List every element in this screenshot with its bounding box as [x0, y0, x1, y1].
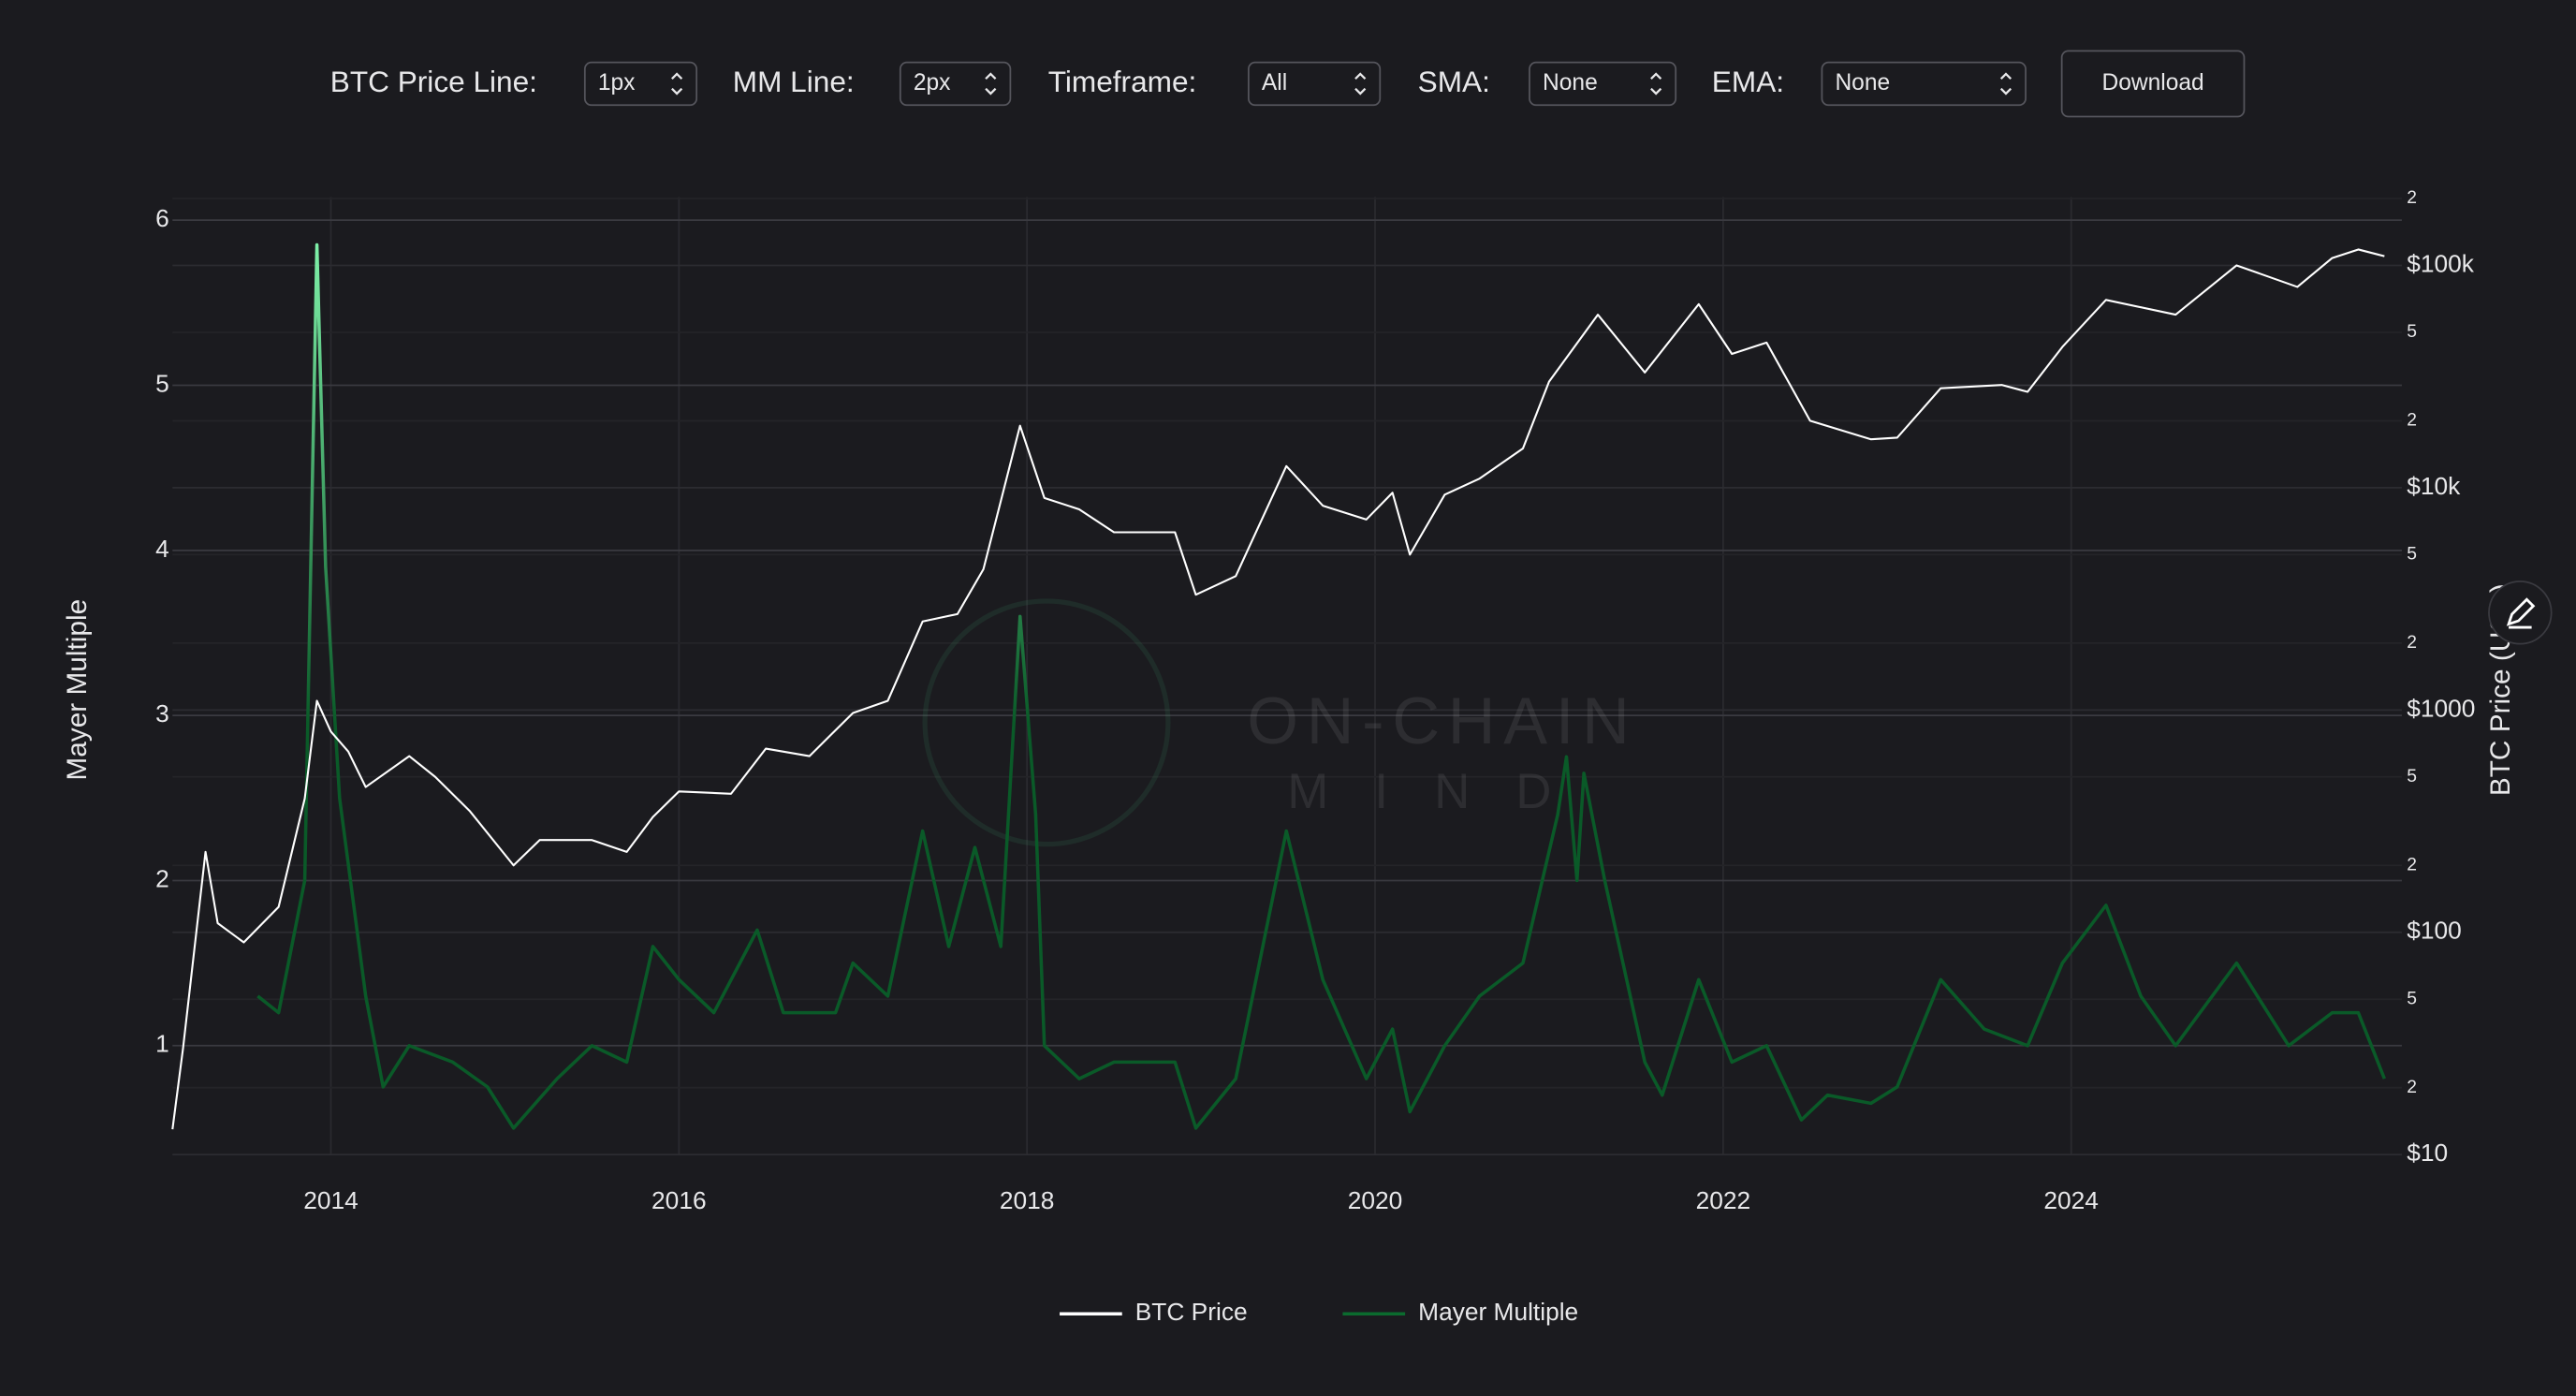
select-box[interactable] — [1529, 61, 1677, 107]
y-tick-label: 6 — [155, 204, 169, 232]
y2-tick-label: 5 — [2407, 989, 2417, 1008]
select-value[interactable]: None — [1543, 70, 1598, 96]
edit-button-bg[interactable] — [2488, 580, 2553, 645]
control-label: BTC Price Line: — [330, 65, 537, 98]
y2-tick-label: 5 — [2407, 767, 2417, 786]
control-label: Timeframe: — [1048, 65, 1197, 98]
select-value[interactable]: 2px — [914, 70, 951, 96]
watermark-logo — [922, 598, 1171, 847]
select-arrows[interactable] — [1354, 72, 1367, 96]
select-arrows[interactable] — [985, 72, 997, 96]
select-box[interactable] — [899, 61, 1012, 107]
select-value[interactable]: 1px — [598, 70, 636, 96]
select-value[interactable]: All — [1262, 70, 1287, 96]
select-arrows[interactable] — [1999, 72, 2012, 96]
control-label: SMA: — [1418, 65, 1490, 98]
series-line — [256, 242, 2386, 1130]
y-tick-label: 3 — [155, 699, 169, 727]
x-tick-label: 2016 — [651, 1186, 707, 1214]
x-tick-label: 2024 — [2043, 1186, 2099, 1214]
control-label: EMA: — [1712, 65, 1784, 98]
y2-tick-label: 2 — [2407, 855, 2417, 874]
y-tick-label: 4 — [155, 535, 169, 563]
edit-icon[interactable] — [2506, 597, 2536, 629]
y2-tick-label: 5 — [2407, 544, 2417, 564]
legend-label: BTC Price — [1135, 1298, 1248, 1326]
y2-tick-label: 2 — [2407, 1078, 2417, 1097]
select-box[interactable] — [1248, 61, 1382, 107]
y2-tick-label: 2 — [2407, 188, 2417, 208]
x-tick-label: 2020 — [1348, 1186, 1403, 1214]
select-box[interactable] — [1821, 61, 2027, 107]
x-tick-label: 2022 — [1696, 1186, 1751, 1214]
select-value[interactable]: None — [1835, 70, 1890, 96]
y2-tick-label: $1000 — [2407, 694, 2475, 722]
select[interactable]: All — [1248, 61, 1382, 107]
y2-tick-label: $10 — [2407, 1139, 2448, 1167]
download-label[interactable]: Download — [2101, 70, 2203, 96]
watermark-text: ON-CHAIN — [1247, 683, 1637, 757]
select[interactable]: None — [1529, 61, 1677, 107]
download-box[interactable] — [2060, 50, 2246, 118]
select-arrows[interactable] — [671, 72, 683, 96]
y-tick-label: 1 — [155, 1030, 169, 1058]
download-button[interactable]: Download — [2060, 50, 2246, 118]
series-line — [171, 248, 2385, 1130]
edit-button[interactable] — [2488, 580, 2553, 645]
select-box[interactable] — [583, 61, 698, 107]
control-label: MM Line: — [733, 65, 855, 98]
y-axis-title: Mayer Multiple — [62, 599, 93, 781]
grid — [172, 197, 2402, 1156]
select[interactable]: 2px — [899, 61, 1012, 107]
y2-tick-label: $100 — [2407, 917, 2462, 945]
y2-tick-label: 2 — [2407, 633, 2417, 653]
x-tick-label: 2014 — [303, 1186, 359, 1214]
legend-label: Mayer Multiple — [1418, 1298, 1578, 1326]
y2-tick-label: 2 — [2407, 411, 2417, 431]
y2-tick-label: $100k — [2407, 249, 2475, 277]
y2-tick-label: 5 — [2407, 322, 2417, 342]
y-tick-label: 2 — [155, 864, 169, 892]
x-tick-label: 2018 — [1000, 1186, 1055, 1214]
y2-tick-label: $10k — [2407, 472, 2461, 500]
select[interactable]: None — [1821, 61, 2027, 107]
watermark-text: MIND — [1287, 764, 1597, 819]
select[interactable]: 1px — [583, 61, 698, 107]
select-arrows[interactable] — [1650, 72, 1662, 96]
watermark: ON-CHAIN MIND — [922, 598, 1637, 847]
y-tick-label: 5 — [155, 369, 169, 397]
